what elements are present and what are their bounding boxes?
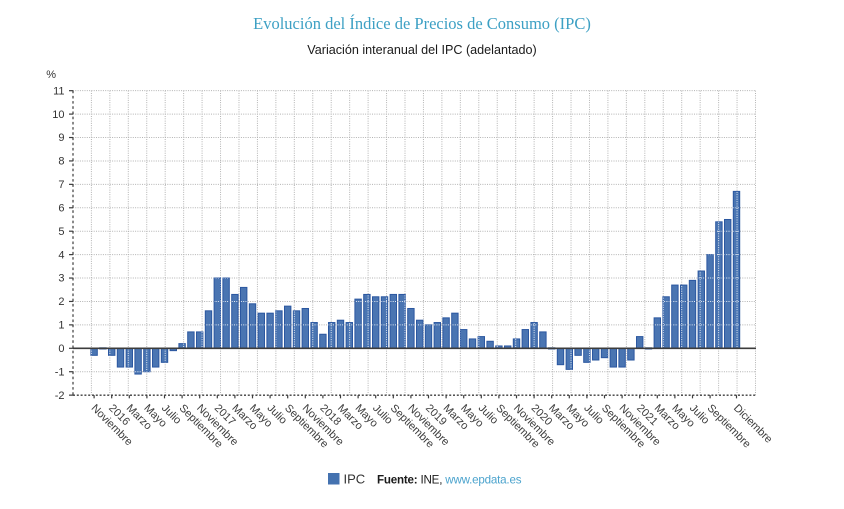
svg-text:0: 0 (58, 343, 64, 355)
svg-text:-2: -2 (55, 390, 65, 402)
svg-text:%: % (46, 69, 56, 81)
svg-text:Fuente: INE, www.epdata.es: Fuente: INE, www.epdata.es (377, 473, 522, 486)
svg-text:IPC: IPC (344, 471, 366, 486)
svg-text:7: 7 (58, 179, 64, 191)
svg-text:6: 6 (58, 202, 64, 214)
svg-text:2: 2 (58, 296, 64, 308)
svg-text:9: 9 (58, 132, 64, 144)
svg-text:4: 4 (58, 249, 64, 261)
svg-text:-1: -1 (55, 366, 65, 378)
svg-text:5: 5 (58, 226, 64, 238)
svg-text:1: 1 (58, 320, 64, 332)
svg-text:11: 11 (53, 85, 64, 97)
svg-text:3: 3 (58, 273, 64, 285)
svg-text:8: 8 (58, 156, 64, 168)
svg-text:10: 10 (52, 109, 64, 121)
